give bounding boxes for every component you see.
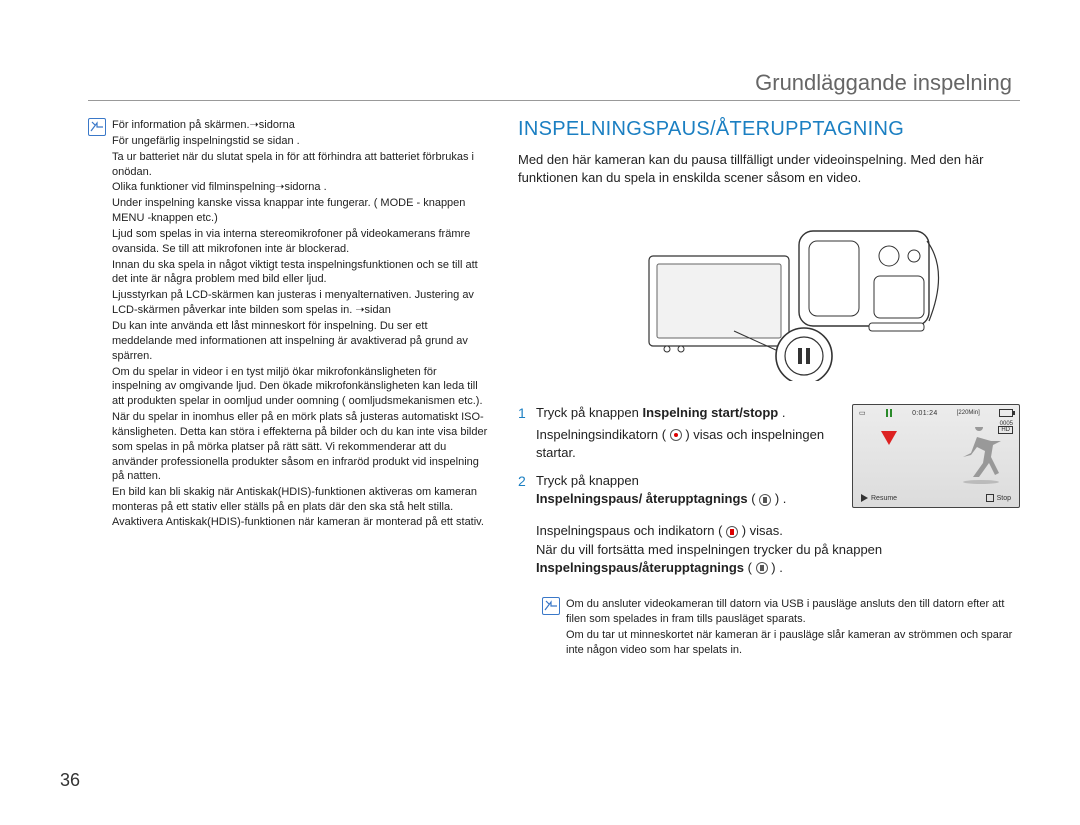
note-line: Om du tar ut minneskortet när kameran är…: [566, 628, 1020, 659]
content-area: För information på skärmen.➝sidorna För …: [88, 118, 1020, 658]
page-header-title: Grundläggande inspelning: [755, 70, 1012, 96]
info-block: För information på skärmen.➝sidorna För …: [88, 118, 488, 531]
info-line: Ljusstyrkan på LCD-skärmen kan justeras …: [112, 288, 488, 318]
step-body: Tryck på knappen Inspelning start/stopp …: [536, 404, 842, 462]
lcd-marker-icon: [881, 431, 897, 445]
lcd-resume-label: Resume: [861, 494, 897, 502]
step-text: ) .: [771, 560, 783, 575]
note-block: Om du ansluter videokameran till datorn …: [518, 597, 1020, 659]
step-text: När du vill fortsätta med inspelningen t…: [536, 542, 882, 557]
info-text: För information på skärmen.➝sidorna För …: [112, 118, 488, 531]
info-line: För ungefärlig inspelningstid se sidan .: [112, 134, 488, 149]
step-number: 2: [518, 472, 536, 508]
note-line: Om du ansluter videokameran till datorn …: [566, 597, 1020, 628]
step-2-continued: Inspelningspaus och indikatorn ( ) visas…: [518, 522, 1020, 577]
info-line: Du kan inte använda ett låst minneskort …: [112, 319, 488, 364]
info-icon: [542, 597, 560, 615]
lcd-stop-label: Stop: [986, 494, 1011, 502]
step-bold-text: Inspelningspaus/ återupptagnings: [536, 491, 748, 506]
lcd-pause-indicator-icon: [885, 409, 893, 417]
left-column: För information på skärmen.➝sidorna För …: [88, 118, 508, 658]
info-line: Om du spelar in videor i en tyst miljö ö…: [112, 365, 488, 410]
info-line: Under inspelning kanske vissa knappar in…: [112, 196, 488, 226]
info-line: Olika funktioner vid filminspelning➝sido…: [112, 180, 488, 195]
lcd-card-icon: ▭: [859, 409, 866, 417]
camera-diagram: [518, 201, 1020, 386]
pause-indicator-icon: [726, 526, 738, 538]
step-body: Tryck på knappen Inspelningspaus/ återup…: [536, 472, 842, 508]
info-line: Ta ur batteriet när du slutat spela in f…: [112, 150, 488, 180]
lcd-remaining: [220Min]: [957, 410, 980, 416]
step-text: ) .: [775, 491, 787, 506]
step-1: 1 Tryck på knappen Inspelning start/stop…: [518, 404, 842, 462]
info-icon: [88, 118, 106, 136]
stop-icon: [986, 494, 994, 502]
step-text: (: [748, 560, 752, 575]
step-text: Inspelningspaus och indikatorn (: [536, 523, 722, 538]
info-line: Innan du ska spela in något viktigt test…: [112, 258, 488, 288]
step-text: ) visas.: [742, 523, 783, 538]
info-line: Ljud som spelas in via interna stereomik…: [112, 227, 488, 257]
note-text: Om du ansluter videokameran till datorn …: [566, 597, 1020, 659]
section-title: INSPELNINGSPAUS/ÅTERUPPTAGNING: [518, 118, 1020, 141]
lcd-skater-silhouette: [959, 427, 1005, 487]
page-number: 36: [60, 770, 80, 791]
step-text: .: [782, 405, 786, 420]
header-rule: [88, 100, 1020, 101]
step-text: (: [751, 491, 755, 506]
pause-icon: [756, 562, 768, 574]
step-2: 2 Tryck på knappen Inspelningspaus/ åter…: [518, 472, 842, 508]
lcd-time: 0:01:24: [912, 410, 937, 417]
record-indicator-icon: [670, 429, 682, 441]
step-text: Inspelningsindikatorn (: [536, 427, 666, 442]
steps-and-preview: 1 Tryck på knappen Inspelning start/stop…: [518, 404, 1020, 518]
step-text: Tryck på knappen: [536, 405, 642, 420]
section-intro: Med den här kameran kan du pausa tillfäl…: [518, 151, 1020, 187]
step-bold-text: Inspelningspaus/återupptagnings: [536, 560, 744, 575]
pause-icon: [759, 494, 771, 506]
play-icon: [861, 494, 868, 502]
info-line: För information på skärmen.➝sidorna: [112, 118, 488, 133]
lcd-topbar: ▭ 0:01:24 [220Min]: [859, 409, 1013, 417]
step-text: Tryck på knappen: [536, 473, 639, 488]
step-number: 1: [518, 404, 536, 462]
step-sub: Inspelningsindikatorn ( ) visas och insp…: [536, 426, 842, 462]
lcd-battery-icon: [999, 409, 1013, 417]
lcd-resume-text: Resume: [871, 495, 897, 502]
lcd-stop-text: Stop: [997, 495, 1011, 502]
step-bold-text: Inspelning start/stopp: [642, 405, 778, 420]
right-column: INSPELNINGSPAUS/ÅTERUPPTAGNING Med den h…: [508, 118, 1020, 658]
steps-list: 1 Tryck på knappen Inspelning start/stop…: [518, 404, 852, 518]
lcd-bottombar: Resume Stop: [861, 494, 1011, 502]
info-line: En bild kan bli skakig när Antiskak(HDIS…: [112, 485, 488, 530]
info-line: När du spelar in inomhus eller på en mör…: [112, 410, 488, 484]
lcd-preview: ▭ 0:01:24 [220Min] 0005 HD: [852, 404, 1020, 508]
